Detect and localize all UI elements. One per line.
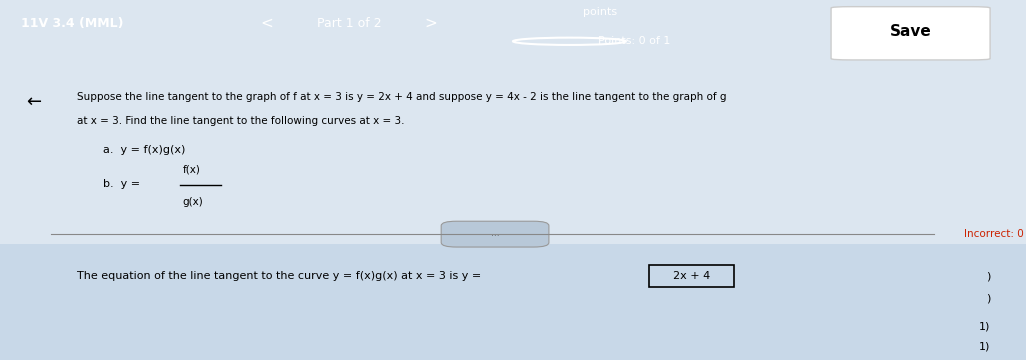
Text: ←: ← xyxy=(27,93,41,111)
Bar xyxy=(0,244,1026,360)
Text: <: < xyxy=(261,16,273,31)
Text: ...: ... xyxy=(490,229,500,238)
Text: Suppose the line tangent to the graph of f at x = 3 is y = 2x + 4 and suppose y : Suppose the line tangent to the graph of… xyxy=(77,93,726,102)
Text: The equation of the line tangent to the curve y = f(x)g(x) at x = 3 is y =: The equation of the line tangent to the … xyxy=(77,271,484,282)
Text: Points: 0 of 1: Points: 0 of 1 xyxy=(598,36,671,46)
Text: Part 1 of 2: Part 1 of 2 xyxy=(317,17,381,30)
Text: at x = 3. Find the line tangent to the following curves at x = 3.: at x = 3. Find the line tangent to the f… xyxy=(77,116,404,126)
Text: 1): 1) xyxy=(979,342,990,352)
Text: f(x): f(x) xyxy=(183,164,200,174)
Text: ): ) xyxy=(986,293,990,303)
FancyBboxPatch shape xyxy=(441,221,549,247)
Text: 1): 1) xyxy=(979,321,990,331)
Text: g(x): g(x) xyxy=(183,197,203,207)
Text: 2x + 4: 2x + 4 xyxy=(673,271,710,281)
Text: points: points xyxy=(583,7,618,17)
Text: a.  y = f(x)g(x): a. y = f(x)g(x) xyxy=(103,145,185,155)
Text: >: > xyxy=(425,16,437,31)
Text: Incorrect: 0: Incorrect: 0 xyxy=(964,229,1024,239)
Text: 11V 3.4 (MML): 11V 3.4 (MML) xyxy=(21,17,123,30)
FancyBboxPatch shape xyxy=(831,7,990,60)
Text: b.  y =: b. y = xyxy=(103,179,140,189)
FancyBboxPatch shape xyxy=(649,265,734,287)
Text: ): ) xyxy=(986,271,990,282)
Text: Save: Save xyxy=(890,24,932,40)
